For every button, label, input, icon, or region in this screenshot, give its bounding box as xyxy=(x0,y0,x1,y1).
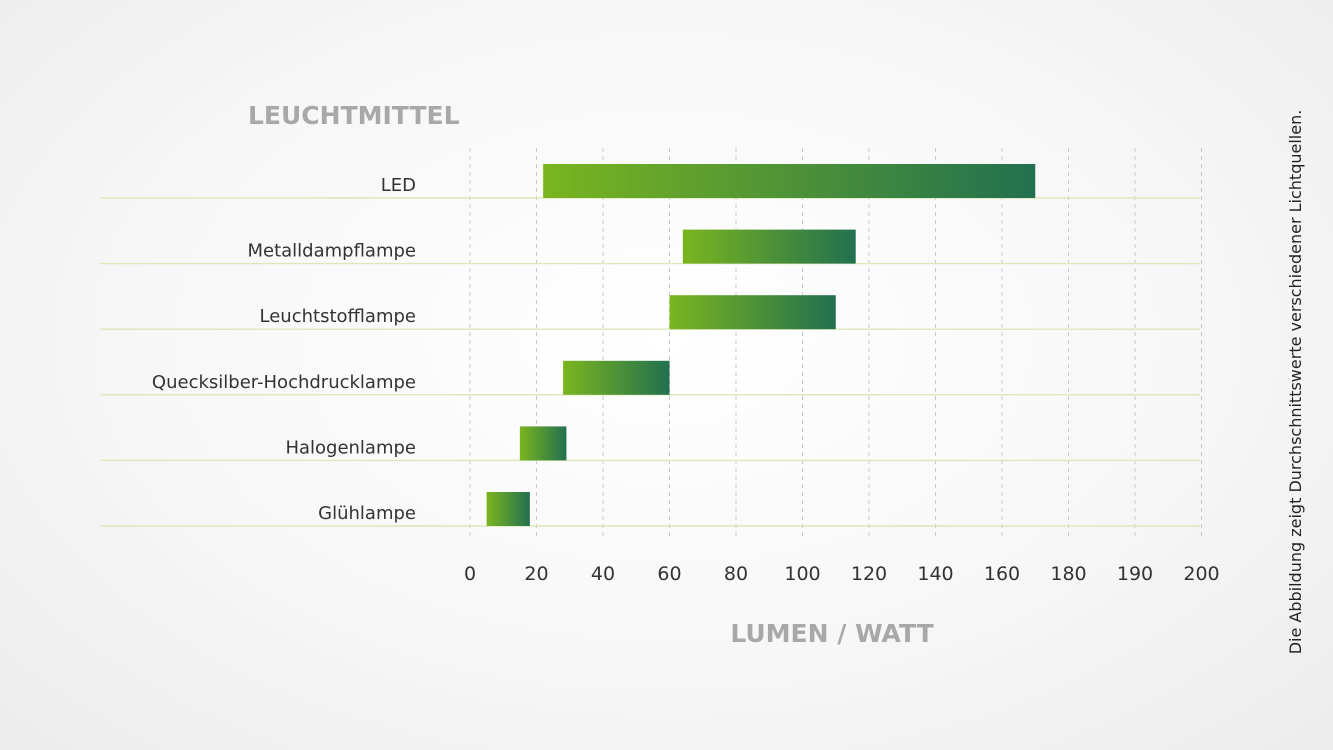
category-label: Leuchtstofflampe xyxy=(260,306,416,327)
x-tick-label: 160 xyxy=(984,563,1020,585)
caption: Die Abbildung zeigt Durchschnittswerte v… xyxy=(1286,110,1305,655)
x-tick-label: 100 xyxy=(784,563,820,585)
x-tick-label: 80 xyxy=(724,563,748,585)
category-label: Metalldampflampe xyxy=(247,241,416,262)
y-axis-title: LEUCHTMITTEL xyxy=(248,101,460,130)
category-labels: LED Metalldampflampe Leuchtstofflampe Queck… xyxy=(152,175,416,524)
category-label: LED xyxy=(381,175,416,196)
bar-led xyxy=(543,164,1036,198)
bar-leuchtstofflampe xyxy=(669,295,836,330)
x-tick-label: 60 xyxy=(657,563,681,585)
x-tick-label: 120 xyxy=(851,563,887,585)
x-tick-label: 190 xyxy=(1117,563,1153,585)
bars xyxy=(486,164,1036,526)
category-label: Halogenlampe xyxy=(285,437,416,458)
x-tick-labels: 0 20 40 60 80 100 120 140 160 180 190 200 xyxy=(464,563,1220,585)
bar-halogenlampe xyxy=(519,426,567,461)
category-label: Glühlampe xyxy=(318,503,416,524)
x-tick-label: 20 xyxy=(524,563,548,585)
x-axis-title: LUMEN / WATT xyxy=(730,619,933,648)
x-tick-label: 140 xyxy=(917,563,953,585)
x-tick-label: 40 xyxy=(591,563,615,585)
x-tick-label: 180 xyxy=(1050,563,1086,585)
grid-lines xyxy=(469,148,1202,540)
x-tick-label: 200 xyxy=(1183,563,1219,585)
bar-metalldampflampe xyxy=(682,229,856,264)
bar-quecksilber-hochdrucklampe xyxy=(563,360,670,395)
x-tick-label: 0 xyxy=(464,563,476,585)
category-label: Quecksilber-Hochdrucklampe xyxy=(152,372,416,393)
bar-gl-hlampe xyxy=(486,492,530,526)
